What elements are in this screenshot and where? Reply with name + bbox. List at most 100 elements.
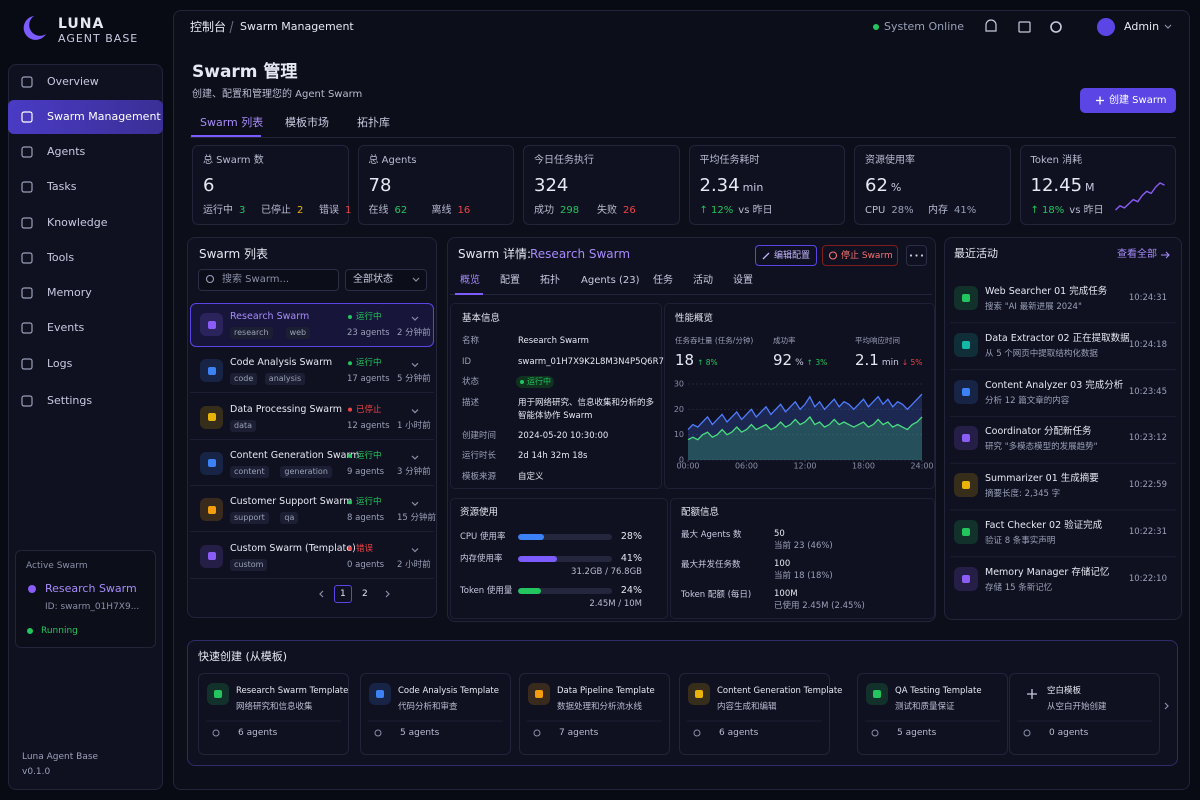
resource-detail: 2.45M / 10M [589, 599, 642, 609]
nav-item[interactable]: Swarm Management [47, 110, 161, 123]
activity-time: 10:22:10 [1128, 573, 1167, 584]
swarm-tag: code [230, 373, 258, 386]
edit-button-label[interactable]: 编辑配置 [774, 250, 811, 261]
status-filter[interactable] [345, 269, 427, 291]
stat-detail: 已停止 2 [261, 204, 341, 218]
nav-item[interactable]: Logs [47, 357, 73, 370]
activity-desc: 搜索 "AI 最新进展 2024" [985, 302, 1082, 312]
detail-tab[interactable]: 活动 [693, 275, 713, 286]
quota-value: 100M [774, 589, 798, 599]
section-title: 资源使用 [460, 507, 499, 518]
page-number[interactable]: 1 [340, 589, 346, 599]
resource-track [518, 534, 612, 540]
template-name: Data Pipeline Template [557, 686, 655, 696]
active-name: Research Swarm [45, 582, 137, 595]
page-button[interactable] [334, 585, 352, 603]
panel-title: Swarm 列表 [199, 247, 269, 261]
swarm-time: 3 分钟前 [397, 466, 431, 477]
view-all-link[interactable]: 查看全部 [1117, 249, 1157, 260]
nav-item[interactable]: Settings [47, 394, 93, 407]
stat-label: Token 消耗 [1030, 155, 1083, 166]
quota-label: 最大并发任务数 [681, 560, 741, 570]
icon-glyph [207, 505, 216, 514]
template-card[interactable] [360, 673, 511, 755]
stat-detail: 成功 298 [534, 204, 614, 218]
swarm-name: Custom Swarm (Template) [230, 542, 356, 554]
header-tab[interactable]: 拓扑库 [357, 116, 390, 129]
stat-trend: ↑ 18% vs 昨日 [1031, 204, 1151, 218]
icon-glyph [962, 387, 970, 396]
detail-tab[interactable]: 设置 [733, 275, 753, 286]
activity-title: Fact Checker 02 验证完成 [985, 520, 1103, 531]
swarm-status: 运行中 [356, 312, 382, 322]
nav-item[interactable]: Tools [47, 251, 75, 264]
icon-glyph [962, 434, 970, 443]
section-title: 性能概览 [675, 313, 714, 324]
detail-tab[interactable]: 任务 [653, 275, 673, 286]
icon-glyph [214, 690, 222, 698]
swarm-item[interactable] [190, 442, 434, 486]
template-name: QA Testing Template [895, 686, 982, 696]
stat-detail-label: 在线 [368, 205, 389, 216]
more-button[interactable] [906, 245, 927, 266]
detail-tab[interactable]: 拓扑 [540, 275, 560, 286]
metric-label: 任务吞吐量 (任务/分钟) [675, 336, 754, 345]
swarm-item[interactable] [190, 303, 434, 347]
activity-time: 10:24:31 [1128, 293, 1167, 303]
stat-detail: 内存 41% [928, 204, 1008, 218]
stat-detail-value: 16 [457, 205, 471, 216]
nav-item[interactable]: Agents [47, 145, 86, 158]
info-value: 2024-05-20 10:30:00 [518, 431, 609, 441]
stat-unit: % [890, 181, 902, 194]
resource-label: CPU 使用率 [460, 532, 506, 542]
template-card[interactable] [679, 673, 830, 755]
activity-title: Content Analyzer 03 完成分析 [985, 379, 1124, 391]
avatar-initial[interactable]: A [1102, 21, 1109, 32]
icon-glyph [962, 574, 970, 583]
stop-button-label[interactable]: 停止 Swarm [841, 250, 893, 261]
metric-trend: ↑ 3% [806, 358, 828, 367]
header-tab[interactable]: 模板市场 [285, 116, 329, 129]
quota-value: 100 [774, 559, 791, 569]
info-label: 创建时间 [462, 431, 497, 441]
nav-item[interactable]: Events [47, 321, 85, 334]
search-box[interactable] [198, 269, 339, 291]
swarm-item[interactable] [190, 349, 434, 394]
stat-value: 324 [534, 175, 569, 196]
stat-value: 12.45 [1030, 175, 1083, 196]
icon [207, 683, 229, 705]
active-id: ID: swarm_01H7X9... [45, 602, 140, 612]
swarm-item[interactable] [190, 535, 434, 579]
nav-item[interactable]: Overview [47, 75, 99, 88]
template-agents: 6 agents [238, 728, 278, 738]
nav-item[interactable]: Tasks [47, 180, 77, 193]
detail-tab[interactable]: 概览 [460, 275, 480, 286]
create-button-label[interactable]: 创建 Swarm [1109, 94, 1167, 106]
template-name: Code Analysis Template [398, 686, 499, 696]
template-card[interactable] [519, 673, 670, 755]
nav-item[interactable]: Memory [47, 286, 92, 299]
detail-tab[interactable]: Agents (23) [581, 275, 640, 286]
header-tab[interactable]: Swarm 列表 [200, 116, 264, 129]
page-title: Swarm 管理 [192, 62, 298, 82]
activity-desc: 摘要长度: 2,345 字 [985, 489, 1061, 500]
edit-button[interactable] [755, 245, 817, 266]
stat-card [192, 145, 349, 225]
trend-suffix: vs 昨日 [1069, 205, 1104, 216]
stat-label: 总 Swarm 数 [203, 155, 264, 166]
detail-tab[interactable]: 配置 [500, 275, 520, 286]
stat-detail: 失败 26 [597, 204, 677, 218]
nav-item[interactable]: Knowledge [47, 216, 108, 229]
icon [528, 683, 550, 705]
template-card[interactable] [1009, 673, 1160, 755]
swarm-item[interactable] [190, 488, 434, 533]
system-status: System Online [884, 20, 964, 33]
swarm-item[interactable] [190, 396, 434, 440]
stop-button[interactable] [822, 245, 898, 266]
info-label: 状态 [462, 377, 480, 387]
swarm-status: 运行中 [356, 450, 382, 461]
page-number[interactable]: 2 [362, 589, 368, 599]
swarm-name: Customer Support Swarm [230, 496, 353, 508]
template-card[interactable] [857, 673, 1008, 755]
template-card[interactable] [198, 673, 349, 755]
